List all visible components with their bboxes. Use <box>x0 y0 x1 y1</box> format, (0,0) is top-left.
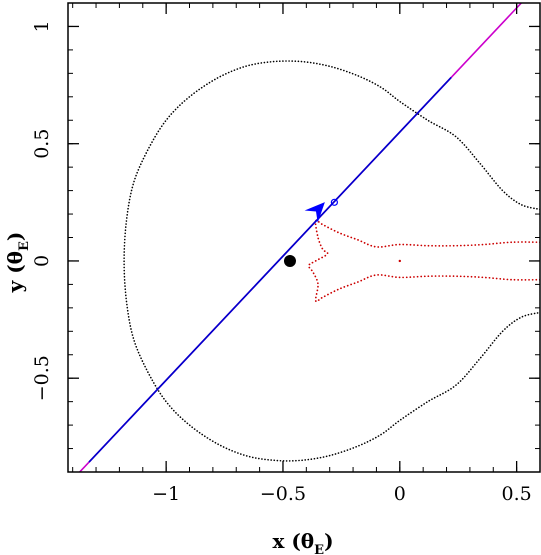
trajectory-main-line <box>88 76 452 463</box>
y-tick-label: 1 <box>31 20 53 32</box>
x-axis-label: x (θE) <box>272 529 333 555</box>
axes-box <box>67 2 541 473</box>
lens-point <box>283 254 296 267</box>
plot-frame <box>67 2 541 473</box>
critical-curve <box>123 60 540 462</box>
x-tick-label: −0.5 <box>260 483 306 505</box>
data-group <box>79 3 540 472</box>
caustic-dot <box>398 259 402 263</box>
caustic-curve <box>307 219 540 303</box>
y-axis-label: y (θE) <box>3 232 32 294</box>
ticks-layer: −1 −0.5 0 0.5 −0.5 0 0.5 1 <box>31 2 541 505</box>
curves-layer <box>79 3 540 472</box>
source-circle <box>330 198 338 206</box>
x-tick-label: 0.5 <box>502 483 532 505</box>
y-tick-label: 0.5 <box>31 129 53 159</box>
x-tick-label: 0 <box>394 483 406 505</box>
y-tick-label: 0 <box>31 255 53 267</box>
source-arrow <box>304 202 325 223</box>
y-tick-label: −0.5 <box>31 355 53 401</box>
x-tick-label: −1 <box>152 483 180 505</box>
